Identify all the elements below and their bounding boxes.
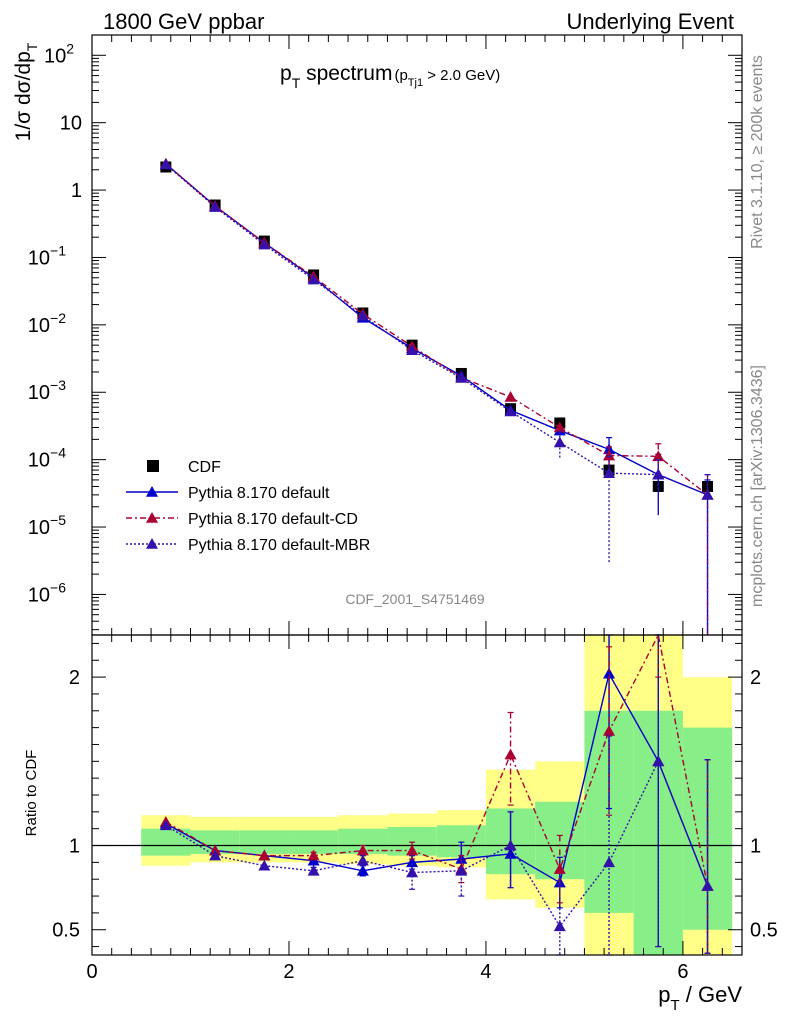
upper-y-tick-label: 10−6 [28,579,66,606]
lower-y-tick-label: 1 [69,836,80,858]
legend-label: CDF [188,459,221,476]
ratio-marker [553,920,566,932]
analysis-label: CDF_2001_S4751469 [345,591,485,607]
lower-y-tick-label: 0.5 [52,920,80,942]
ratio-marker [504,839,517,851]
legend-marker-square [147,460,159,472]
ratio-series-2 [159,634,714,956]
spectrum-marker [455,371,468,383]
ratio-marker [603,725,616,736]
upper-y-tick-label: 10−1 [28,242,66,269]
ratio-marker [406,844,419,856]
ratio-marker [553,863,566,874]
upper-y-tick-label: 10−4 [28,445,66,472]
spectrum-marker [603,467,616,478]
ratio-series [159,632,714,956]
ratio-marker [406,866,419,878]
ratio-marker [307,849,320,861]
legend-marker-triangle [146,538,158,549]
x-tick-label: 4 [480,961,491,983]
spectrum-marker [307,273,320,285]
legend-label: Pythia 8.170 default-CD [188,511,358,528]
spectrum-marker [356,309,369,321]
ratio-marker [406,856,419,868]
ratio-marker [701,879,714,891]
ratio-marker [209,849,222,861]
x-tick-label: 0 [86,961,97,983]
upper-y-tick-label: 10 [60,113,82,135]
spectrum-line [165,163,708,496]
spectrum-marker [159,158,172,170]
axes: 102 10 1 10−1 10−2 10−3 10−4 10−5 10−6 0 2 4 6 0.5 0.5… [28,34,778,983]
ratio-line [165,632,709,887]
lower-y-tick-label-right: 0.5 [750,920,778,942]
upper-y-tick-label: 10−5 [28,512,66,539]
spectrum-series-2 [159,158,714,635]
ratio-marker [307,864,320,876]
x-tick-label: 6 [677,961,688,983]
header-right: Underlying Event [566,9,734,34]
legend-label: Pythia 8.170 default-MBR [188,537,370,554]
spectrum-marker [504,391,517,402]
spectrum-series-0 [159,157,714,635]
ratio-line [165,759,709,928]
spectrum-line [165,163,708,496]
legend: CDF Pythia 8.170 default Pythia 8.170 defa… [126,459,370,554]
lower-y-tick-label: 2 [69,667,80,689]
ratio-marker [603,856,616,868]
upper-y-tick-label: 1 [71,180,82,202]
upper-y-axis-label: 1/σ dσ/dpT [12,42,40,141]
ratio-marker [356,844,369,856]
upper-y-tick-label: 10−2 [28,310,66,337]
ratio-marker [504,748,517,760]
spectrum-marker [652,468,665,480]
spectrum-marker [406,344,419,356]
ratio-marker [603,667,616,679]
spectrum-marker [553,421,566,433]
legend-label: Pythia 8.170 default [188,485,330,502]
ratio-marker [356,864,369,876]
spectrum-marker [258,238,271,250]
x-axis-label: pT / GeV [658,982,742,1014]
legend-marker-triangle [146,486,158,497]
side-source: mcplots.cern.ch [arXiv:1306.3436] [749,365,766,607]
spectrum-marker [504,405,517,417]
ratio-marker [258,859,271,871]
band-green [239,830,289,854]
legend-marker-triangle [146,512,158,523]
band-green [190,830,240,854]
side-version: Rivet 3.1.10, ≥ 200k events [749,55,766,249]
spectrum-marker [209,201,222,212]
ratio-marker [455,864,468,876]
spectrum-marker [553,436,566,448]
lower-y-axis-label: Ratio to CDF [23,750,40,837]
spectrum-series-1 [159,157,714,635]
band-green [288,830,339,854]
ratio-uncertainty-bands [92,635,742,955]
lower-y-tick-label-right: 2 [750,667,761,689]
ratio-marker [159,819,172,831]
header-left: 1800 GeV ppbar [103,9,264,34]
ratio-marker [258,849,271,861]
lower-y-tick-label-right: 1 [750,836,761,858]
plot-title: pT spectrum (pTj1 > 2.0 GeV) [280,62,500,91]
ratio-marker [652,755,665,767]
spectrum-line [165,163,708,496]
spectrum-marker [701,488,714,500]
spectrum-marker [603,449,616,461]
x-tick-label: 2 [283,961,294,983]
upper-y-tick-label: 10−3 [28,377,66,404]
upper-y-tick-label: 102 [44,40,74,67]
ratio-marker [356,854,369,866]
spectrum-marker [652,450,665,462]
spectrum-series [159,157,714,635]
